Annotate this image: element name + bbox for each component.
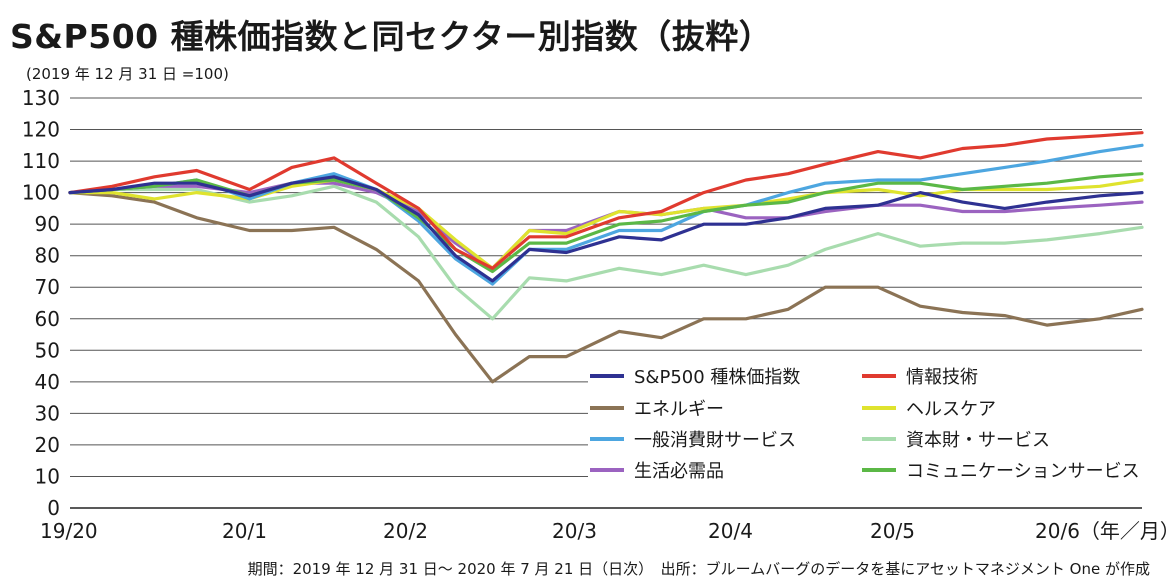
legend-label: 生活必需品 (634, 461, 724, 482)
legend-label: 一般消費財サービス (634, 430, 796, 451)
x-tick-label: 20/1 (222, 519, 267, 543)
legend-label: エネルギー (634, 399, 724, 420)
y-tick-label: 20 (35, 433, 60, 457)
series-line (68, 184, 1144, 321)
legend-label: コミュニケーションサービス (906, 461, 1140, 482)
series-line (68, 191, 1144, 384)
legend-label: 資本財・サービス (906, 430, 1050, 451)
x-tick-label: 19/20 (40, 519, 98, 543)
y-tick-label: 10 (35, 464, 60, 488)
x-tick-label: 20/3 (552, 519, 597, 543)
x-tick-label: 20/6（年／月） (1035, 519, 1170, 543)
y-tick-label: 60 (35, 307, 60, 331)
y-tick-label: 130 (22, 86, 60, 110)
x-axis-ticks: 19/20 20/1 20/2 20/3 20/4 20/5 20/6（年／月） (40, 519, 1170, 543)
series-line (68, 143, 1144, 286)
series-line (68, 175, 1144, 283)
y-tick-label: 90 (35, 212, 60, 236)
legend-label: S&P500 種株価指数 (634, 367, 800, 388)
y-tick-label: 80 (35, 244, 60, 268)
chart-subtitle: (2019 年 12 月 31 日 =100) (26, 65, 229, 83)
chart-footer: 期間：2019 年 12 月 31 日～ 2020 年 7 月 21 日（日次）… (247, 560, 1150, 578)
y-tick-label: 50 (35, 338, 60, 362)
y-tick-label: 100 (22, 181, 60, 205)
series-lines (68, 131, 1144, 384)
y-tick-label: 0 (47, 496, 60, 520)
chart-title: S&P500 種株価指数と同セクター別指数（抜粋） (10, 17, 773, 56)
series-line (68, 131, 1144, 270)
y-axis-ticks: 0 10 20 30 40 50 60 70 80 90 100 110 120 130 (22, 86, 60, 520)
x-tick-label: 20/2 (383, 519, 428, 543)
x-tick-label: 20/5 (870, 519, 915, 543)
x-tick-label: 20/4 (708, 519, 753, 543)
y-tick-label: 70 (35, 275, 60, 299)
y-tick-label: 30 (35, 401, 60, 425)
y-tick-label: 110 (22, 149, 60, 173)
legend-label: 情報技術 (906, 367, 978, 388)
y-tick-label: 40 (35, 370, 60, 394)
legend-label: ヘルスケア (906, 399, 996, 420)
y-tick-label: 120 (22, 118, 60, 142)
